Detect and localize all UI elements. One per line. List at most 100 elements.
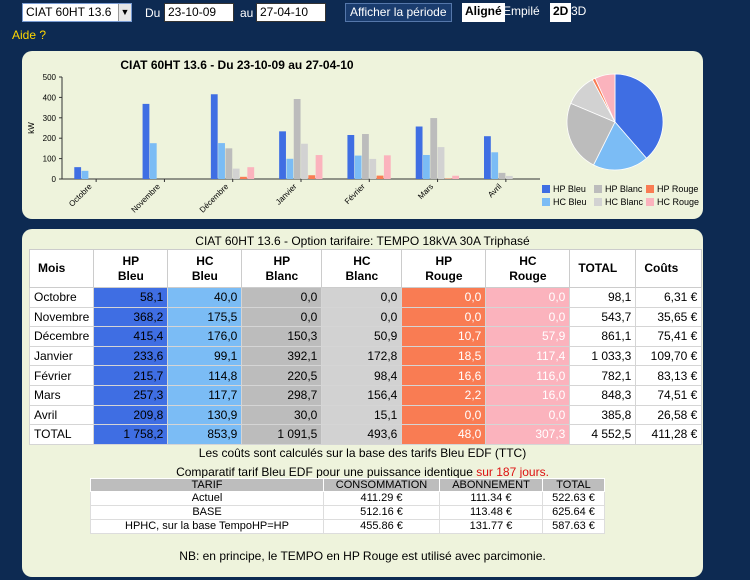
- chart-panel: CIAT 60HT 13.6 - Du 23-10-09 au 27-04-10…: [22, 51, 703, 219]
- table-cell: 98,1: [569, 287, 637, 308]
- column-header: HP Blanc: [241, 249, 323, 288]
- legend-item: HC Blanc: [594, 197, 643, 207]
- table-row: Novembre 368,2 175,5 0,0 0,0 0,0 0,0 543,7 35,65…: [28, 306, 703, 328]
- tariff-cell: 625.64 €: [542, 505, 605, 520]
- table-cell: 83,13 €: [635, 365, 703, 386]
- legend-label: HP Blanc: [605, 184, 643, 194]
- table-cell: 1 033,3: [569, 345, 637, 367]
- stacked-toggle[interactable]: Empilé: [503, 4, 540, 18]
- legend-item: HP Blanc: [594, 184, 642, 194]
- column-header: TOTAL: [569, 249, 637, 288]
- table-cell: 15,1: [321, 404, 403, 426]
- table-cell: 57,9: [485, 326, 571, 347]
- table-row: Octobre 58,1 40,0 0,0 0,0 0,0 0,0 98,1 6,31 €: [28, 287, 703, 308]
- chart-title: CIAT 60HT 13.6 - Du 23-10-09 au 27-04-10: [120, 58, 354, 72]
- table-cell: 392,1: [241, 345, 323, 367]
- table-cell: 493,6: [321, 424, 403, 445]
- tariff-row: HPHC, sur la base TempoHP=HP 455.86 €131.…: [90, 519, 605, 534]
- end-date-input[interactable]: 27-04-10: [256, 3, 326, 22]
- x-tick-label: Janvier: [274, 182, 299, 207]
- pie-slice: [594, 73, 616, 123]
- table-row: Janvier 233,6 99,1 392,1 172,8 18,5 117,4 1 033…: [28, 345, 703, 367]
- table-cell: 215,7: [93, 365, 169, 386]
- tariff-cell: 587.63 €: [542, 519, 605, 534]
- bar: [383, 155, 391, 179]
- table-cell: 1 091,5: [241, 424, 323, 445]
- table-cell: 99,1: [167, 345, 243, 367]
- table-cell: 98,4: [321, 365, 403, 386]
- table-cell: 0,0: [241, 306, 323, 328]
- table-cell: 385,8: [569, 404, 637, 426]
- table-cell: 10,7: [401, 326, 487, 347]
- bar: [362, 134, 369, 179]
- tariff-cell: 512.16 €: [323, 505, 440, 520]
- legend-item: HP Rouge: [646, 184, 698, 194]
- bar: [315, 155, 323, 179]
- tariff-row: BASE 512.16 €113.48 €625.64 €: [90, 505, 605, 520]
- table-cell: 117,4: [485, 345, 571, 367]
- table-cell: 368,2: [93, 306, 169, 328]
- y-axis-label: kW: [27, 122, 36, 134]
- legend-label: HP Bleu: [553, 184, 586, 194]
- table-cell: 109,70 €: [635, 345, 703, 367]
- table-cell: 40,0: [167, 287, 243, 308]
- tariff-header: CONSOMMATION: [323, 478, 440, 492]
- device-select[interactable]: CIAT 60HT 13.6 ▼: [22, 3, 132, 22]
- bar: [484, 136, 491, 179]
- pie-slice: [566, 102, 616, 166]
- bar: [232, 168, 240, 179]
- device-select-value: CIAT 60HT 13.6: [26, 5, 112, 19]
- bar: [354, 155, 362, 179]
- legend-swatch: [594, 198, 602, 206]
- start-date-input[interactable]: 23-10-09: [164, 3, 234, 22]
- view-2d-toggle[interactable]: 2D: [550, 3, 572, 22]
- table-cell: 116,0: [485, 365, 571, 386]
- table-cell: 298,7: [241, 384, 323, 406]
- table-cell: 257,3: [93, 384, 169, 406]
- au-label: au: [240, 6, 254, 20]
- legend-swatch: [594, 185, 602, 193]
- table-cell: 411,28 €: [635, 424, 703, 445]
- bar: [240, 176, 247, 179]
- bar: [81, 170, 89, 179]
- y-tick-label: 0: [52, 175, 57, 184]
- legend-item: HC Rouge: [646, 197, 699, 207]
- aligned-toggle[interactable]: Aligné: [462, 3, 505, 22]
- column-header: Coûts: [635, 249, 703, 288]
- chevron-down-icon[interactable]: ▼: [118, 4, 131, 21]
- compare-days: sur 187 jours.: [476, 465, 549, 479]
- bar: [452, 175, 460, 179]
- du-label: Du: [145, 6, 161, 20]
- table-cell: 18,5: [401, 345, 487, 367]
- x-tick-label: Mars: [416, 182, 435, 201]
- table-cell: 0,0: [401, 404, 487, 426]
- table-cell: 233,6: [93, 345, 169, 367]
- x-tick-label: Novembre: [130, 182, 163, 215]
- tariff-cell: 113.48 €: [439, 505, 543, 520]
- bar: [430, 118, 438, 179]
- help-link[interactable]: Aide ?: [12, 28, 47, 42]
- legend-label: HC Blanc: [605, 197, 644, 207]
- column-header: HC Rouge: [485, 249, 571, 288]
- bar: [437, 147, 445, 179]
- y-tick-label: 300: [43, 114, 57, 123]
- table-cell: 415,4: [93, 326, 169, 347]
- legend-swatch: [542, 185, 550, 193]
- bar: [218, 143, 225, 179]
- x-tick-label: Octobre: [67, 182, 94, 209]
- x-tick-label: Février: [343, 182, 367, 206]
- y-tick-label: 200: [43, 134, 57, 143]
- bar: [308, 175, 316, 179]
- y-tick-label: 400: [43, 93, 57, 102]
- table-cell: 175,5: [167, 306, 243, 328]
- table-row: Avril 209,8 130,9 30,0 15,1 0,0 0,0 385,8 26,58 …: [28, 404, 703, 426]
- table-cell: 853,9: [167, 424, 243, 445]
- table-row: Février 215,7 114,8 220,5 98,4 16,6 116,0 782,1…: [28, 365, 703, 386]
- show-period-button[interactable]: Afficher la période: [345, 3, 452, 22]
- table-cell: 209,8: [93, 404, 169, 426]
- table-cell: 114,8: [167, 365, 243, 386]
- table-cell: 2,2: [401, 384, 487, 406]
- x-tick-label: Décembre: [198, 182, 231, 215]
- view-3d-toggle[interactable]: 3D: [571, 4, 587, 18]
- table-cell: 30,0: [241, 404, 323, 426]
